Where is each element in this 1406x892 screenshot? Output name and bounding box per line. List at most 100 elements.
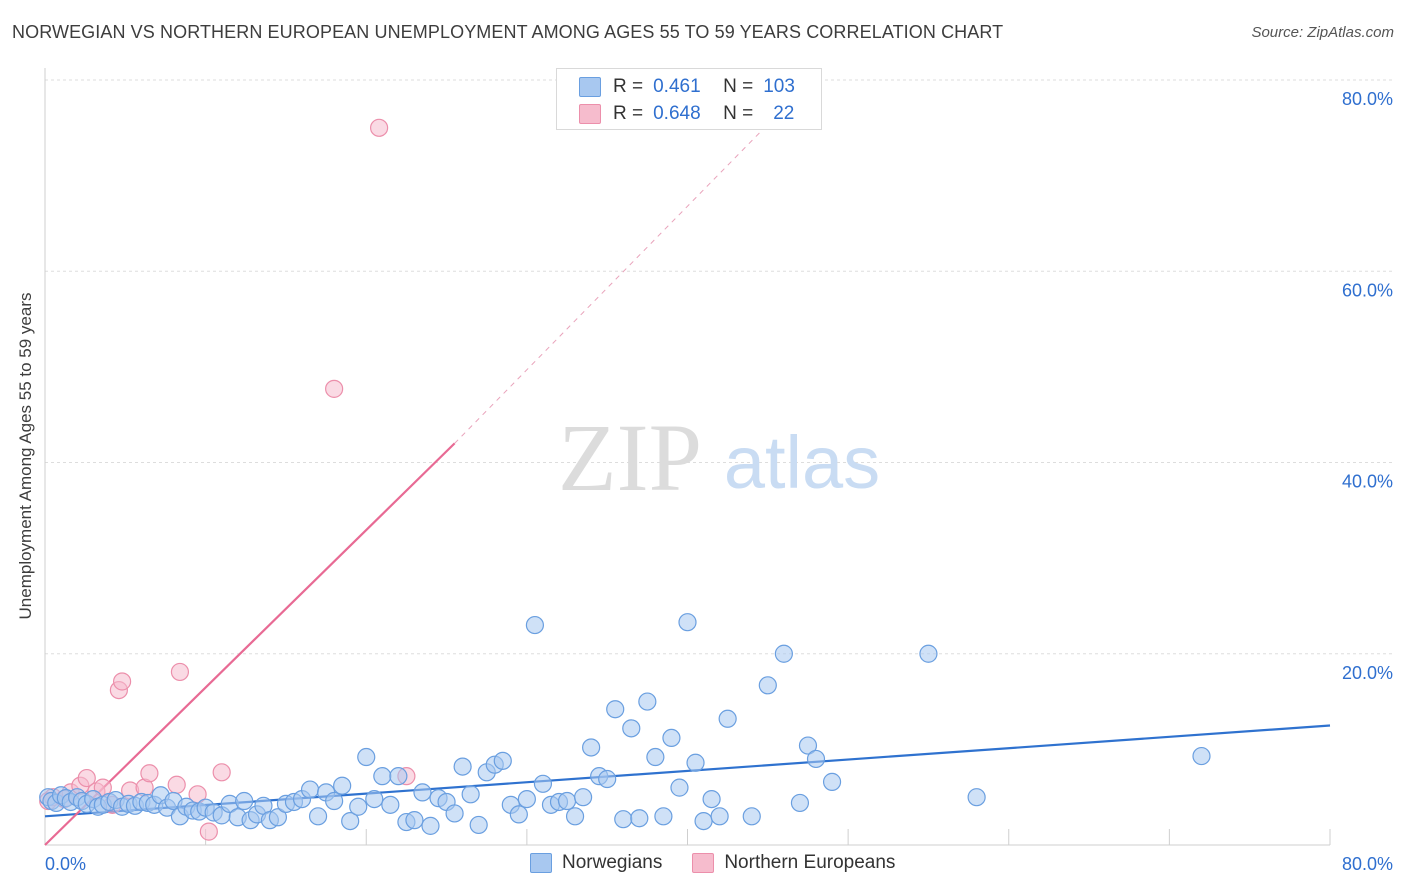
norwegians-point: [606, 700, 625, 719]
norwegians-point: [413, 783, 432, 802]
norwegians-point: [598, 769, 617, 789]
northern-europeans-point: [212, 763, 231, 782]
source-credit: Source: ZipAtlas.com: [1251, 24, 1394, 41]
series-legend: Norwegians Northern Europeans: [530, 852, 925, 874]
northern-europeans-points: [39, 118, 416, 841]
norwegians-point: [453, 757, 472, 776]
norwegians-point: [268, 808, 288, 827]
norwegians-point: [573, 788, 593, 807]
norwegians-swatch: [530, 853, 552, 873]
norwegians-point: [565, 807, 585, 826]
norwegians-point: [822, 772, 842, 791]
northern-europeans-point: [77, 768, 96, 788]
norwegians-point: [710, 807, 729, 826]
axes: [44, 68, 1331, 846]
norwegians-point: [517, 789, 536, 809]
norwegians-point: [694, 811, 713, 831]
legend-row-northern-europeans: R = 0.648 N = 22: [557, 101, 794, 127]
legend-row-norwegians: R = 0.461 N = 103: [557, 74, 795, 100]
northern-europeans-point: [167, 775, 186, 794]
norwegians-swatch: [579, 77, 601, 97]
norwegians-point: [718, 709, 737, 728]
norwegians-point: [405, 811, 424, 830]
n-value-norwegians: 103: [763, 76, 795, 97]
norwegians-point: [389, 767, 408, 786]
northern-europeans-swatch: [692, 853, 715, 873]
n-value-northern-europeans: 22: [773, 103, 795, 124]
norwegians-point: [308, 807, 328, 826]
correlation-legend: R = 0.461 N = 103 R = 0.648 N = 22: [556, 68, 822, 130]
legend-label-norwegians: Norwegians: [562, 852, 663, 873]
northern-europeans-trend-extension: [454, 132, 761, 444]
norwegians-point: [333, 776, 352, 795]
norwegians-point: [670, 778, 689, 797]
norwegians-point: [1192, 746, 1211, 766]
norwegians-point: [919, 644, 938, 663]
norwegians-point: [646, 747, 665, 767]
norwegians-point: [325, 791, 344, 811]
norwegians-point: [638, 692, 657, 711]
legend-item-northern-europeans[interactable]: Northern Europeans: [692, 852, 895, 874]
norwegians-point: [349, 797, 368, 816]
x-tick-label: 0.0%: [45, 854, 86, 874]
norwegians-point: [806, 749, 826, 769]
norwegians-point: [557, 791, 577, 811]
watermark-atlas: atlas: [724, 421, 880, 504]
n-label: N =: [723, 76, 754, 97]
norwegians-point: [509, 805, 528, 824]
norwegians-point: [365, 789, 384, 809]
norwegians-point: [582, 738, 601, 757]
norwegians-point: [678, 613, 697, 632]
norwegians-point: [341, 811, 360, 831]
tick-labels: 20.0% 40.0% 60.0% 80.0% 0.0% 80.0%: [45, 89, 1393, 874]
norwegians-point: [373, 767, 392, 786]
y-tick-label: 80.0%: [1342, 89, 1393, 109]
norwegians-point: [662, 728, 681, 748]
northern-europeans-point: [140, 764, 159, 783]
legend-item-norwegians[interactable]: Norwegians: [530, 852, 662, 874]
norwegians-point: [774, 644, 793, 663]
norwegians-point: [469, 815, 488, 835]
northern-europeans-point: [112, 672, 132, 691]
norwegians-point: [798, 736, 818, 755]
northern-europeans-trend-line: [44, 442, 456, 846]
northern-europeans-point: [170, 662, 190, 682]
y-tick-label: 40.0%: [1342, 472, 1393, 492]
y-tick-label: 60.0%: [1342, 280, 1393, 300]
y-axis-label: Unemployment Among Ages 55 to 59 years: [16, 292, 35, 620]
norwegians-point: [758, 676, 777, 695]
x-tick-label: 80.0%: [1342, 854, 1393, 874]
norwegians-point: [445, 804, 464, 823]
chart-title: NORWEGIAN VS NORTHERN EUROPEAN UNEMPLOYM…: [12, 22, 1004, 42]
y-tick-label: 20.0%: [1342, 663, 1393, 683]
norwegians-point: [421, 816, 440, 835]
northern-europeans-point: [325, 379, 344, 398]
northern-europeans-swatch: [579, 104, 601, 124]
norwegians-point: [686, 753, 705, 772]
norwegians-point: [630, 809, 649, 828]
norwegians-point: [654, 807, 673, 826]
northern-europeans-point: [199, 822, 218, 841]
norwegians-point: [461, 785, 480, 804]
norwegians-point: [493, 751, 512, 770]
legend-label-northern-europeans: Northern Europeans: [724, 852, 896, 873]
r-value-norwegians: 0.461: [653, 76, 701, 97]
norwegians-point: [742, 807, 761, 826]
norwegians-point: [702, 789, 721, 809]
r-label: R =: [613, 103, 644, 124]
norwegians-point: [614, 810, 633, 829]
norwegians-point: [357, 747, 376, 767]
northern-europeans-point: [370, 118, 389, 137]
watermark-zip: ZIP: [558, 404, 702, 511]
n-label: N =: [723, 103, 754, 124]
norwegians-point: [790, 793, 810, 813]
norwegians-point: [525, 615, 545, 635]
norwegians-point: [300, 780, 320, 799]
r-label: R =: [613, 76, 644, 97]
norwegians-point: [967, 788, 986, 807]
norwegians-point: [235, 791, 254, 811]
norwegians-point: [533, 774, 553, 793]
norwegians-points: [39, 613, 1211, 835]
norwegians-point: [381, 795, 400, 814]
